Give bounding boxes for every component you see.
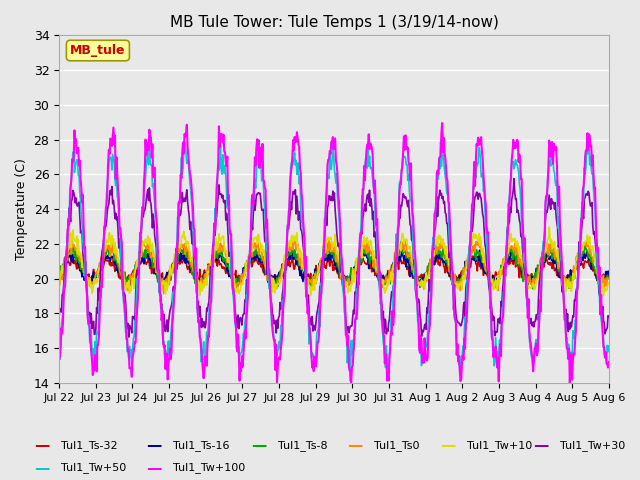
Title: MB Tule Tower: Tule Temps 1 (3/19/14-now): MB Tule Tower: Tule Temps 1 (3/19/14-now… bbox=[170, 15, 499, 30]
Text: Tul1_Ts0: Tul1_Ts0 bbox=[374, 440, 420, 451]
Text: Tul1_Ts-8: Tul1_Ts-8 bbox=[278, 440, 328, 451]
Text: —: — bbox=[146, 460, 161, 476]
Text: Tul1_Tw+30: Tul1_Tw+30 bbox=[560, 440, 625, 451]
Text: —: — bbox=[34, 438, 49, 453]
Text: —: — bbox=[533, 438, 548, 453]
Text: —: — bbox=[440, 438, 456, 453]
Text: Tul1_Tw+10: Tul1_Tw+10 bbox=[467, 440, 532, 451]
Text: —: — bbox=[348, 438, 363, 453]
Text: Tul1_Ts-32: Tul1_Ts-32 bbox=[61, 440, 117, 451]
Text: —: — bbox=[252, 438, 267, 453]
Text: MB_tule: MB_tule bbox=[70, 44, 125, 57]
Text: Tul1_Tw+100: Tul1_Tw+100 bbox=[173, 463, 245, 473]
Text: Tul1_Ts-16: Tul1_Ts-16 bbox=[173, 440, 229, 451]
Text: —: — bbox=[146, 438, 161, 453]
Y-axis label: Temperature (C): Temperature (C) bbox=[15, 158, 28, 260]
Text: Tul1_Tw+50: Tul1_Tw+50 bbox=[61, 463, 126, 473]
Text: —: — bbox=[34, 460, 49, 476]
